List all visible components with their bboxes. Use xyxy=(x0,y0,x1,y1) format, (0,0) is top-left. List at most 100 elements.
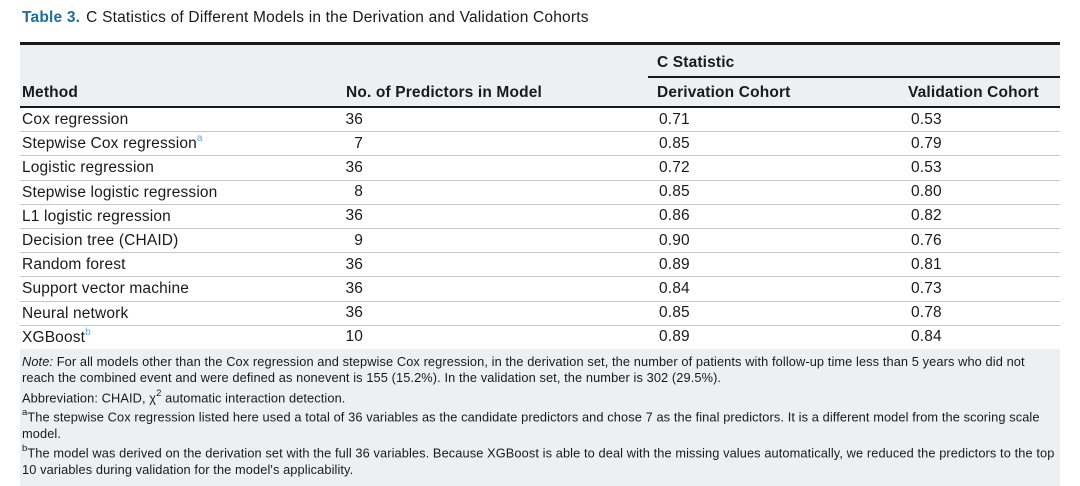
note-text: For all models other than the Cox regres… xyxy=(22,354,1025,386)
validation-cell: 0.82 xyxy=(900,204,1061,229)
table-title-text: C Statistics of Different Models in the … xyxy=(86,9,589,26)
method-cell: Stepwise logistic regression xyxy=(20,180,340,205)
predictors-value: 10 xyxy=(345,328,363,346)
footnote-marker: a xyxy=(196,133,203,145)
predictors-cell: 36 xyxy=(340,301,648,326)
method-cell: Decision tree (CHAID) xyxy=(20,228,340,254)
validation-cell: 0.81 xyxy=(900,252,1061,278)
predictors-value: 36 xyxy=(345,304,363,322)
c-statistic-group-header: C Statistic xyxy=(648,43,1061,78)
predictors-cell: 7 xyxy=(340,131,648,157)
validation-cell: 0.53 xyxy=(900,155,1061,181)
predictors-cell: 36 xyxy=(340,276,648,302)
derivation-cell: 0.85 xyxy=(648,301,900,326)
validation-cell: 0.79 xyxy=(900,131,1061,157)
col-header-predictors: No. of Predictors in Model xyxy=(340,77,648,108)
predictors-cell: 36 xyxy=(340,252,648,278)
table-row: Decision tree (CHAID) 9 0.90 0.76 xyxy=(20,228,1061,254)
method-label: Logistic regression xyxy=(22,159,155,177)
predictors-cell: 36 xyxy=(340,107,648,133)
derivation-cell: 0.89 xyxy=(648,252,900,278)
footnote-b: bThe model was derived on the derivation… xyxy=(22,442,1058,478)
validation-cell: 0.84 xyxy=(900,325,1061,352)
table-header: C Statistic Method No. of Predictors in … xyxy=(20,43,1061,108)
table-row: Neural network 36 0.85 0.78 xyxy=(20,301,1061,326)
footnote-a: aThe stepwise Cox regression listed here… xyxy=(22,406,1058,442)
method-label: Support vector machine xyxy=(22,280,189,298)
method-label: Stepwise logistic regression xyxy=(22,183,218,201)
predictors-value: 36 xyxy=(345,158,363,176)
footnote-b-text: The model was derived on the derivation … xyxy=(22,445,1055,477)
predictors-cell: 8 xyxy=(340,180,648,205)
validation-cell: 0.53 xyxy=(900,107,1061,133)
method-cell: Support vector machine xyxy=(20,276,340,302)
c-statistics-table: C Statistic Method No. of Predictors in … xyxy=(20,42,1061,352)
method-label: Cox regression xyxy=(22,111,129,129)
table-row: Logistic regression 36 0.72 0.53 xyxy=(20,155,1061,181)
footnote-marker: b xyxy=(85,326,91,338)
table-footnotes: Note: For all models other than the Cox … xyxy=(20,349,1060,486)
table-row: Random forest 36 0.89 0.81 xyxy=(20,252,1061,278)
table-row: Support vector machine 36 0.84 0.73 xyxy=(20,276,1061,302)
table-body: Cox regression 36 0.71 0.53 Stepwise Cox… xyxy=(20,107,1061,352)
predictors-cell: 9 xyxy=(340,228,648,254)
method-cell: XGBoostb xyxy=(20,325,340,352)
note-label: Note: xyxy=(22,354,54,369)
group-header-blank xyxy=(20,43,648,77)
table-caption: Table 3. C Statistics of Different Models… xyxy=(22,9,589,27)
derivation-cell: 0.85 xyxy=(648,180,900,205)
method-cell: Random forest xyxy=(20,252,340,278)
predictors-value: 36 xyxy=(345,279,363,297)
method-label: L1 logistic regression xyxy=(22,207,171,225)
method-label: Neural network xyxy=(22,304,129,322)
table-row: Cox regression 36 0.71 0.53 xyxy=(20,107,1061,133)
abbreviation-text-suffix: automatic interaction detection. xyxy=(161,389,346,405)
column-header-row: Method No. of Predictors in Model Deriva… xyxy=(20,77,1061,108)
derivation-cell: 0.71 xyxy=(648,107,900,133)
predictors-value: 36 xyxy=(345,255,363,273)
chi-squared-exponent: 2 xyxy=(156,387,162,399)
method-label: Decision tree (CHAID) xyxy=(22,232,179,250)
method-label: XGBoost xyxy=(22,328,86,346)
validation-cell: 0.73 xyxy=(900,276,1061,302)
predictors-value: 8 xyxy=(354,183,363,201)
predictors-value: 36 xyxy=(345,110,363,128)
predictors-value: 36 xyxy=(345,207,363,225)
predictors-value: 9 xyxy=(354,231,363,249)
derivation-cell: 0.86 xyxy=(648,204,900,229)
method-label: Stepwise Cox regression xyxy=(22,135,197,153)
derivation-cell: 0.90 xyxy=(648,228,900,254)
validation-cell: 0.80 xyxy=(900,180,1061,205)
method-cell: Cox regression xyxy=(20,107,340,133)
footnote-b-marker: b xyxy=(22,443,28,455)
derivation-cell: 0.84 xyxy=(648,276,900,302)
predictors-value: 7 xyxy=(354,134,363,152)
method-cell: Stepwise Cox regressiona xyxy=(20,131,340,157)
group-header-row: C Statistic xyxy=(20,43,1061,78)
footnote-a-marker: a xyxy=(22,407,28,419)
table-row: Stepwise logistic regression 8 0.85 0.80 xyxy=(20,180,1061,205)
derivation-cell: 0.85 xyxy=(648,131,900,157)
method-label: Random forest xyxy=(22,256,126,274)
col-header-derivation-cohort: Derivation Cohort xyxy=(648,77,900,108)
footnote-a-text: The stepwise Cox regression listed here … xyxy=(22,409,1040,441)
predictors-cell: 10 xyxy=(340,325,648,352)
col-header-method: Method xyxy=(20,77,340,108)
table-row: L1 logistic regression 36 0.86 0.82 xyxy=(20,204,1061,229)
table-row: XGBoostb 10 0.89 0.84 xyxy=(20,325,1061,352)
table-row: Stepwise Cox regressiona 7 0.85 0.79 xyxy=(20,131,1061,157)
footnote-abbreviation: Abbreviation: CHAID, χ2 automatic intera… xyxy=(22,387,1058,407)
footnote-note: Note: For all models other than the Cox … xyxy=(22,354,1058,387)
predictors-cell: 36 xyxy=(340,204,648,229)
derivation-cell: 0.89 xyxy=(648,325,900,352)
method-cell: Logistic regression xyxy=(20,155,340,181)
method-cell: L1 logistic regression xyxy=(20,204,340,229)
validation-cell: 0.78 xyxy=(900,301,1061,326)
abbreviation-text: Abbreviation: CHAID, χ xyxy=(22,389,157,405)
predictors-cell: 36 xyxy=(340,155,648,181)
validation-cell: 0.76 xyxy=(900,228,1061,254)
method-cell: Neural network xyxy=(20,301,340,326)
derivation-cell: 0.72 xyxy=(648,155,900,181)
table-number: Table 3. xyxy=(22,9,81,26)
